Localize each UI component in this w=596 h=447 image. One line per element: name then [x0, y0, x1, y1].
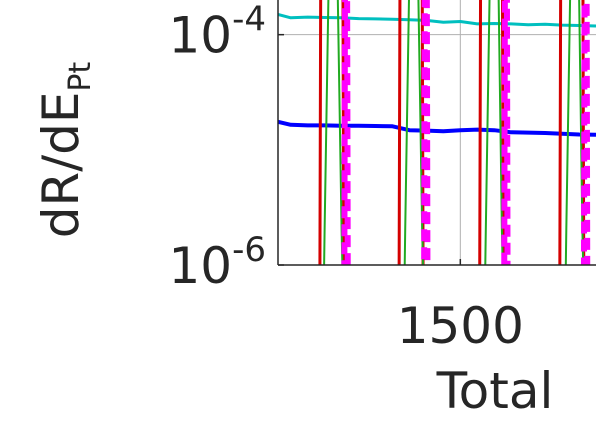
y-axis-label-main: dR/dE	[32, 92, 90, 239]
x-tick-label: 1500	[397, 297, 524, 355]
y-tick-exponent: -4	[232, 0, 266, 40]
y-tick-label: 10-4	[168, 0, 266, 65]
series-line	[278, 119, 596, 137]
y-tick-exponent: -6	[232, 230, 266, 270]
y-tick-base: 10	[168, 237, 232, 295]
y-tick-base: 10	[168, 7, 232, 65]
plot-area	[278, 0, 596, 265]
y-axis-label: dR/dEPt	[32, 62, 98, 239]
y-tick-label: 10-6	[168, 230, 266, 295]
series-line	[278, 12, 596, 28]
series-line	[323, 0, 585, 265]
y-axis-label-sub: Pt	[63, 62, 98, 92]
series-line	[341, 0, 591, 265]
x-axis-label: Total	[436, 362, 554, 420]
